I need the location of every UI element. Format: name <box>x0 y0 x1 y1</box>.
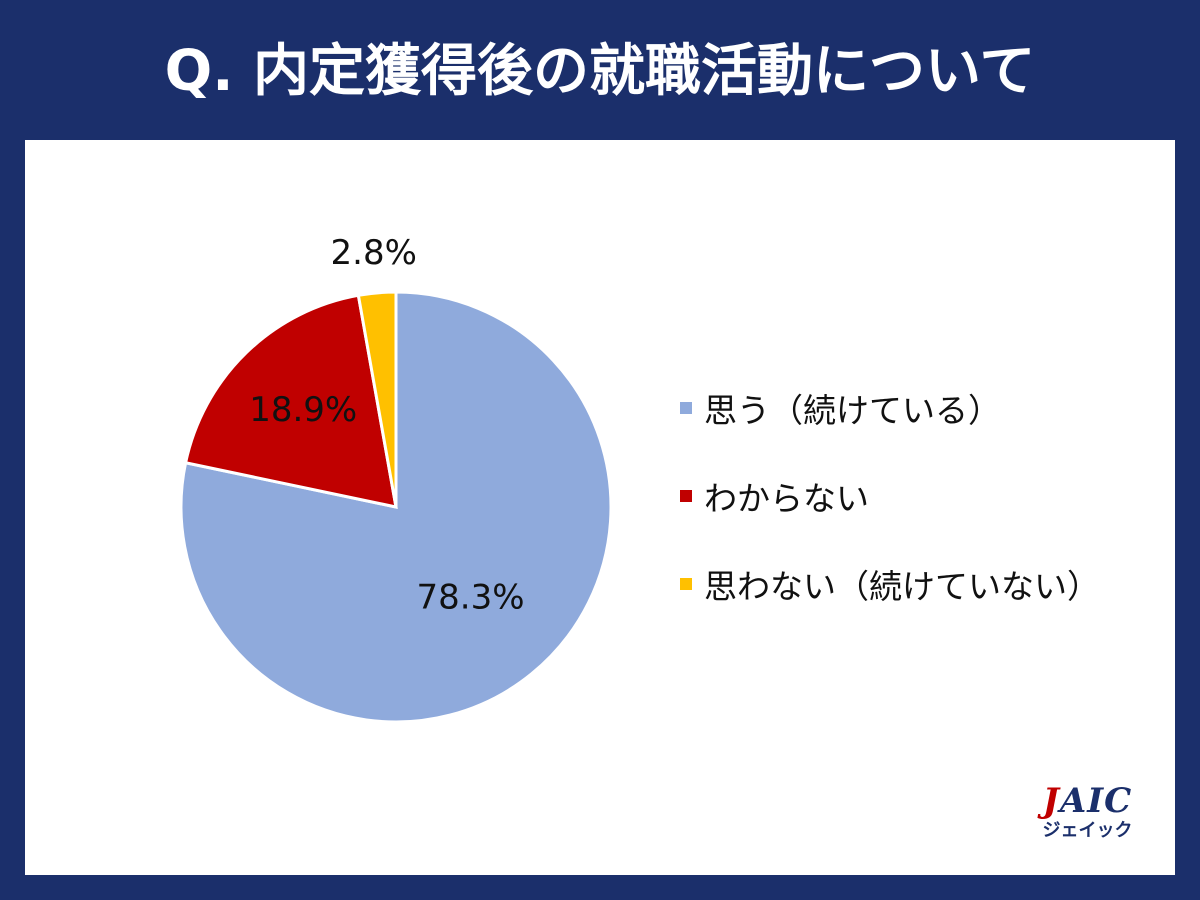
logo-letters-rest: AIC <box>1059 781 1133 821</box>
legend-item-1: わからない <box>680 476 1100 518</box>
pie-label-0: 78.3% <box>417 577 525 617</box>
pie-chart: 78.3% 18.9% 2.8% <box>179 233 613 724</box>
jaic-logo: JAIC ジェイック <box>1030 783 1145 853</box>
chart-legend: 思う（続けている） わからない 思わない（続けていない） <box>680 388 1100 652</box>
legend-label-0: 思う（続けている） <box>704 391 1001 430</box>
pie-label-2: 2.8% <box>331 233 417 273</box>
pie-label-1: 18.9% <box>249 390 357 430</box>
legend-swatch-0 <box>680 402 692 414</box>
legend-label-1: わからない <box>704 479 869 518</box>
chart-panel: 78.3% 18.9% 2.8% 思う（続けている） わからない 思わない（続けてい… <box>25 140 1175 875</box>
pie-slice-2 <box>356 290 398 508</box>
page-title: Q. 内定獲得後の就職活動について <box>164 39 1036 104</box>
pie-slice-1 <box>183 293 398 509</box>
legend-item-2: 思わない（続けていない） <box>680 564 1100 606</box>
logo-subtitle: ジェイック <box>1042 820 1133 841</box>
logo-wordmark: JAIC <box>1030 783 1145 819</box>
logo-letter-j: J <box>1042 781 1060 821</box>
legend-swatch-2 <box>680 578 692 590</box>
legend-label-2: 思わない（続けていない） <box>704 567 1100 606</box>
legend-item-0: 思う（続けている） <box>680 388 1100 430</box>
legend-swatch-1 <box>680 490 692 502</box>
